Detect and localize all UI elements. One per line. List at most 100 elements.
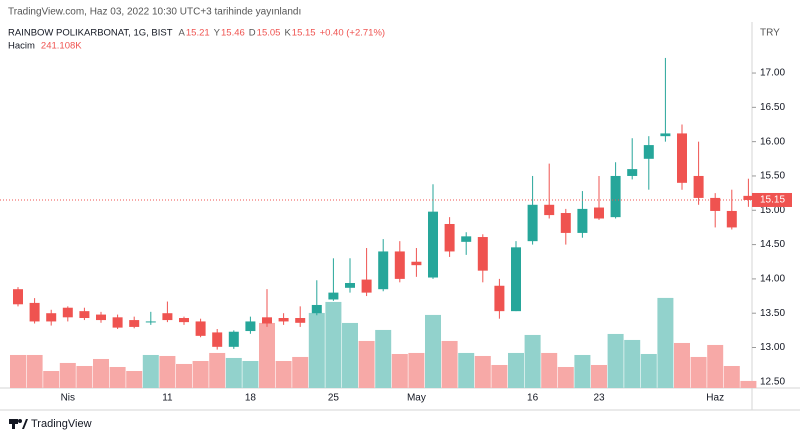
candle-body xyxy=(743,195,754,200)
footer-brand: TradingView xyxy=(31,418,92,430)
x-tick-label: 25 xyxy=(328,393,340,404)
volume-bar xyxy=(275,360,292,388)
candle-body xyxy=(228,331,239,347)
y-tick-label: 14.00 xyxy=(760,274,785,285)
y-tick-label: 17.00 xyxy=(760,68,785,79)
candle-body xyxy=(577,208,588,233)
candle-body xyxy=(677,133,687,183)
legend-value: 15.46 xyxy=(221,28,245,39)
volume-bar xyxy=(109,366,126,388)
volume-bar xyxy=(425,314,441,388)
legend-value: 15.15 xyxy=(292,28,316,39)
volume-bar xyxy=(126,370,143,388)
volume-bar xyxy=(142,354,159,388)
candle-body xyxy=(494,285,505,312)
candle-body xyxy=(594,207,604,219)
legend-letter: Y xyxy=(214,28,221,39)
last-price-label: 15.15 xyxy=(760,195,785,206)
volume-bar xyxy=(524,334,541,388)
candle-body xyxy=(311,304,322,314)
volume-bar xyxy=(640,353,657,388)
candle-body xyxy=(643,145,654,159)
volume-bar xyxy=(59,362,76,388)
x-tick-label: 23 xyxy=(593,393,605,404)
candle-body xyxy=(46,313,57,322)
legend-volume-value: 241.108K xyxy=(41,41,82,52)
volume-bar xyxy=(707,344,724,388)
candle-body xyxy=(345,283,355,288)
candle-body xyxy=(411,261,422,266)
candle-body xyxy=(511,247,521,312)
y-tick-label: 15.00 xyxy=(760,205,785,216)
candle-body xyxy=(29,302,40,322)
candle-body xyxy=(162,313,173,321)
volume-bar xyxy=(541,352,558,388)
legend-value: 15.21 xyxy=(186,28,210,39)
volume-bar xyxy=(557,366,574,388)
volume-bar xyxy=(491,364,508,388)
candle-body xyxy=(79,311,90,319)
legend-volume-title: Hacim xyxy=(8,41,35,52)
x-tick-label: May xyxy=(407,393,426,404)
candle-body xyxy=(627,169,638,176)
y-tick-label: 16.00 xyxy=(760,136,785,147)
volume-bar xyxy=(10,354,26,388)
volume-bar xyxy=(690,356,707,388)
volume-bar xyxy=(458,352,475,388)
candle-body xyxy=(710,197,721,211)
volume-bar xyxy=(624,339,641,388)
volume-bar xyxy=(657,297,674,388)
candle-body xyxy=(610,175,621,218)
candle-body xyxy=(96,314,106,321)
volume-bar xyxy=(242,360,259,388)
candle-body xyxy=(428,211,438,278)
candle-body xyxy=(112,317,123,328)
volume-bar xyxy=(26,354,43,388)
volume-bar xyxy=(441,340,458,388)
volume-bar xyxy=(591,364,607,388)
candle-body xyxy=(461,236,472,242)
legend-change: +0.40 (+2.71%) xyxy=(320,28,386,39)
candle-body xyxy=(328,292,339,300)
volume-bar xyxy=(93,358,109,388)
volume-bar xyxy=(292,356,309,388)
volume-bar xyxy=(375,329,392,388)
volume-bar xyxy=(209,352,226,388)
volume-bar xyxy=(674,342,690,388)
legend-title: RAINBOW POLIKARBONAT, 1G, BIST xyxy=(8,28,173,39)
candle-body xyxy=(378,251,389,290)
legend: RAINBOW POLIKARBONAT, 1G, BIST A 15.21 Y 15.… xyxy=(8,28,385,52)
candle-body xyxy=(394,251,405,279)
y-tick-label: 13.50 xyxy=(760,308,785,319)
volume-bar xyxy=(325,301,342,388)
volume-bar xyxy=(508,352,524,388)
legend-letter: A xyxy=(179,28,186,39)
candle-body xyxy=(660,133,671,137)
x-tick-label: Nis xyxy=(61,393,75,404)
candle-body xyxy=(13,289,23,305)
candle-body xyxy=(245,321,256,332)
candle-body xyxy=(295,318,306,323)
volume-bar xyxy=(607,333,624,388)
y-tick-label: 13.00 xyxy=(760,342,785,353)
candle-body xyxy=(278,318,289,322)
candle-body xyxy=(560,213,571,233)
volume-bar xyxy=(740,380,757,388)
currency: TRY xyxy=(760,28,780,39)
candle-body xyxy=(544,204,555,216)
volume-bar xyxy=(358,340,375,388)
candle-body xyxy=(527,204,538,242)
candle-body xyxy=(477,237,488,271)
volume-bar xyxy=(474,355,491,388)
y-tick-label: 15.50 xyxy=(760,171,785,182)
candle-body xyxy=(726,210,737,228)
x-tick-label: 16 xyxy=(527,393,539,404)
last-price-tag xyxy=(752,192,792,207)
y-tick-label: 14.50 xyxy=(760,239,785,250)
published-note: TradingView.com, Haz 03, 2022 10:30 UTC+… xyxy=(8,7,301,18)
candle-body xyxy=(693,175,704,198)
candle-body xyxy=(129,320,140,327)
candle-body xyxy=(145,321,156,323)
volume-bar xyxy=(259,322,275,388)
